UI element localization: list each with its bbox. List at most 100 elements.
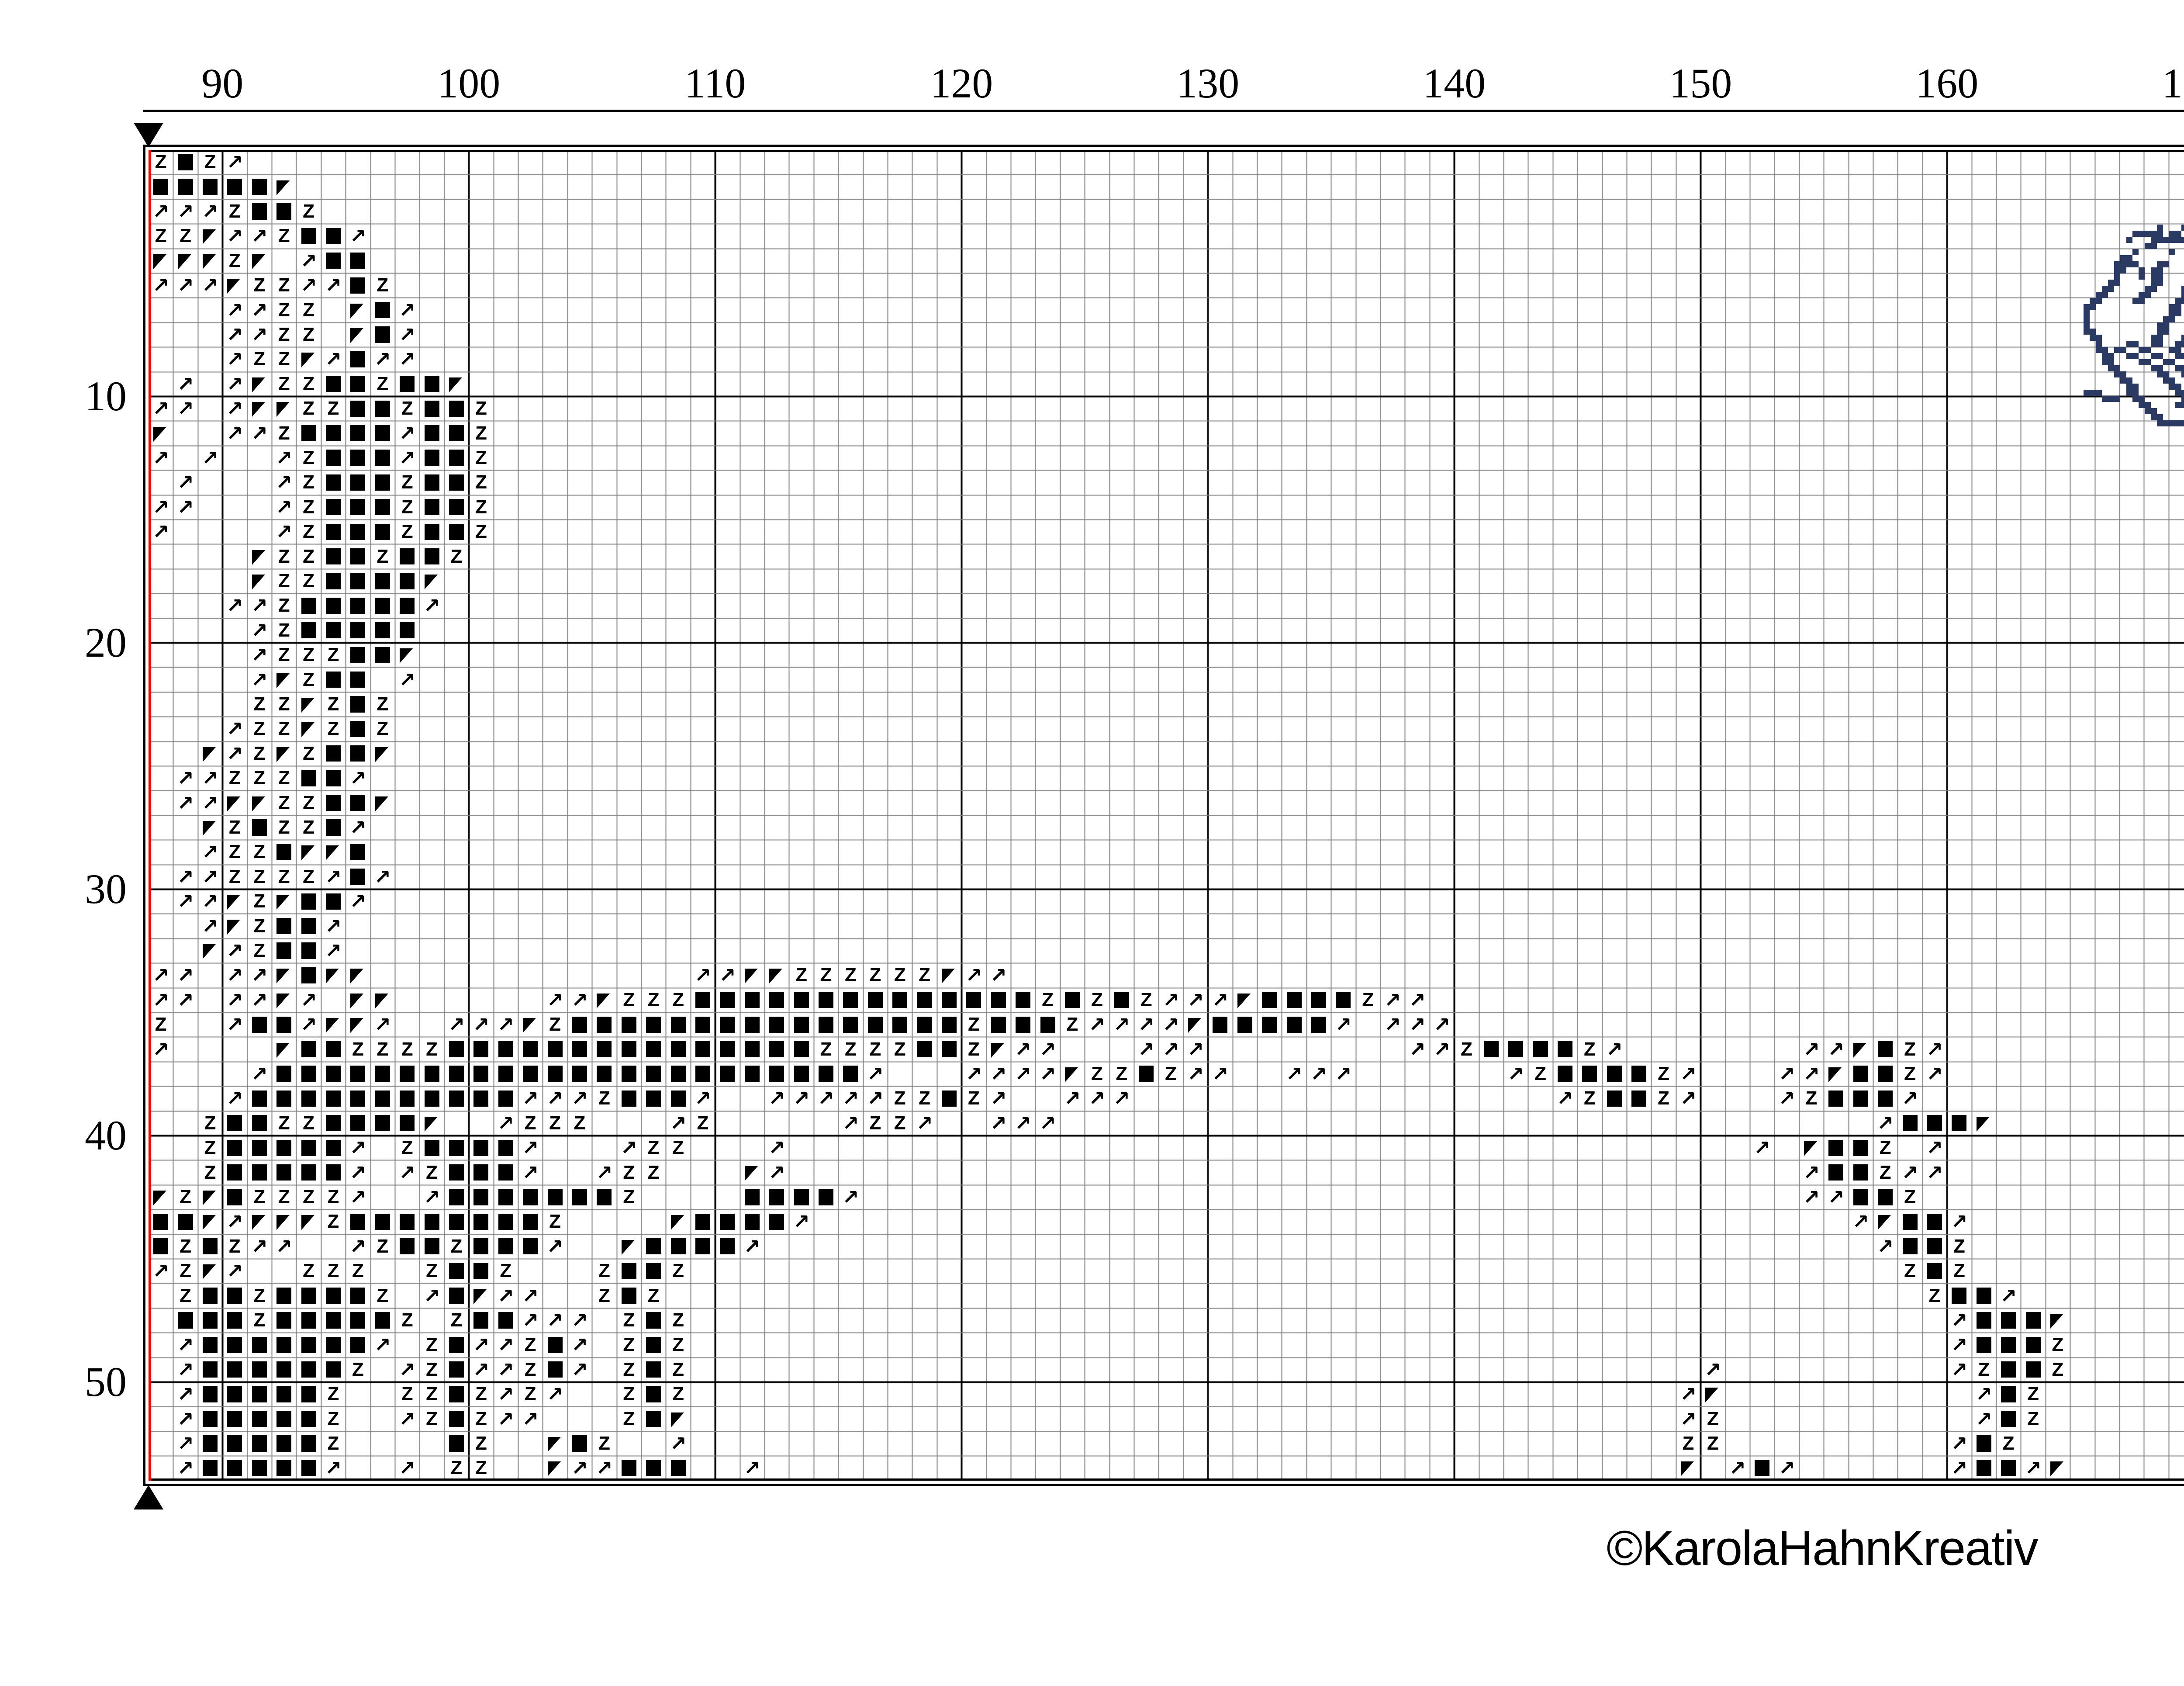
stitch-symbol-arrow: ↗: [152, 1037, 169, 1061]
stitch-symbol-z: Z: [278, 570, 290, 592]
stitch-symbol-arrow: ↗: [670, 1431, 687, 1455]
stitch-symbol-arrow: ↗: [201, 273, 219, 298]
stitch-symbol-z: Z: [475, 447, 487, 468]
stitch-symbol-z: Z: [549, 1014, 561, 1035]
stitch-symbol-arrow: ↗: [1162, 1013, 1179, 1037]
stitch-symbol-square: [321, 249, 346, 273]
stitch-symbol-square: [1602, 1062, 1627, 1086]
stitch-symbol-triangle: [592, 988, 616, 1012]
stitch-symbol-triangle: [370, 988, 395, 1012]
stitch-symbol-arrow: ↗: [177, 791, 194, 815]
stitch-symbol-square: [296, 224, 321, 248]
stitch-symbol-square: [1627, 1086, 1651, 1111]
stitch-symbol-arrow: ↗: [177, 988, 194, 1012]
stitch-symbol-square: [247, 199, 272, 224]
stitch-symbol-arrow: ↗: [743, 1234, 761, 1258]
stitch-symbol-triangle: [198, 1185, 222, 1209]
stitch-symbol-arrow: ↗: [201, 914, 219, 938]
stitch-symbol-square: [296, 1333, 321, 1357]
stitch-grid[interactable]: Z Z ↗ ↗ ↗ ↗ Z Z Z Z ↗ ↗ Z ↗ Z ↗ ↗ ↗ ↗ Z Z ↗ ↗ Z ↗ ↗ Z Z ↗ ↗ ↗ Z Z ↗ ↗ Z Z ↗ ↗ ↗…: [149, 150, 2184, 1481]
stitch-symbol-square: [198, 174, 222, 199]
stitch-symbol-z: Z: [475, 422, 487, 444]
stitch-symbol-square: [346, 372, 370, 396]
stitch-symbol-square: [1849, 1086, 1873, 1111]
stitch-symbol-arrow: ↗: [522, 1308, 539, 1332]
stitch-symbol-arrow: ↗: [251, 594, 268, 618]
stitch-symbol-arrow: ↗: [201, 890, 219, 914]
stitch-symbol-square: [296, 938, 321, 963]
stitch-symbol-square: [1972, 1456, 1996, 1480]
stitch-symbol-arrow: ↗: [398, 1357, 416, 1381]
stitch-symbol-z: Z: [253, 693, 266, 715]
stitch-symbol-square: [222, 1283, 247, 1308]
stitch-symbol-square: [346, 1209, 370, 1234]
stitch-symbol-square: [1897, 1209, 1922, 1234]
stitch-symbol-square: [321, 569, 346, 593]
stitch-symbol-square: [272, 840, 296, 864]
column-label-100: 100: [437, 60, 501, 107]
stitch-symbol-arrow: ↗: [275, 495, 293, 519]
stitch-symbol-square: [419, 1209, 444, 1234]
stitch-symbol-arrow: ↗: [325, 865, 342, 889]
stitch-symbol-arrow: ↗: [398, 298, 416, 322]
stitch-symbol-square: [617, 1037, 641, 1061]
stitch-symbol-z: Z: [327, 693, 339, 715]
stitch-symbol-square: [272, 1431, 296, 1456]
stitch-symbol-triangle: [543, 1431, 567, 1456]
stitch-symbol-square: [346, 446, 370, 470]
stitch-symbol-arrow: ↗: [497, 1111, 515, 1135]
stitch-symbol-arrow: ↗: [1433, 1037, 1451, 1061]
stitch-symbol-square: [370, 396, 395, 421]
stitch-symbol-square: [444, 470, 469, 495]
stitch-symbol-square: [494, 1086, 518, 1111]
stitch-symbol-arrow: ↗: [1828, 1037, 1845, 1061]
stitch-symbol-square: [370, 495, 395, 519]
stitch-symbol-z: Z: [180, 1235, 192, 1257]
stitch-symbol-square: [346, 840, 370, 864]
stitch-symbol-z: Z: [672, 1383, 684, 1405]
stitch-symbol-z: Z: [253, 1309, 266, 1331]
stitch-symbol-z: Z: [598, 1284, 610, 1306]
stitch-symbol-square: [715, 1209, 740, 1234]
stitch-symbol-z: Z: [894, 1112, 906, 1134]
stitch-symbol-arrow: ↗: [497, 1357, 515, 1381]
stitch-symbol-square: [321, 421, 346, 445]
stitch-symbol-z: Z: [623, 1161, 635, 1183]
stitch-symbol-arrow: ↗: [1507, 1062, 1524, 1086]
stitch-symbol-arrow: ↗: [398, 347, 416, 371]
stitch-symbol-z: Z: [155, 1014, 167, 1035]
stitch-symbol-arrow: ↗: [226, 150, 243, 174]
stitch-symbol-arrow: ↗: [571, 1357, 588, 1381]
stitch-symbol-square: [888, 1012, 912, 1037]
stitch-symbol-z: Z: [155, 151, 167, 173]
stitch-symbol-arrow: ↗: [152, 988, 169, 1012]
stitch-symbol-z: Z: [352, 1038, 364, 1060]
stitch-symbol-z: Z: [327, 1260, 339, 1282]
stitch-symbol-square: [346, 273, 370, 298]
stitch-symbol-square: [222, 1456, 247, 1480]
stitch-symbol-z: Z: [475, 496, 487, 518]
stitch-symbol-square: [296, 1283, 321, 1308]
stitch-symbol-square: [986, 1012, 1011, 1037]
stitch-symbol-square: [296, 889, 321, 914]
stitch-symbol-triangle: [1972, 1111, 1996, 1136]
stitch-symbol-z: Z: [377, 545, 389, 567]
stitch-symbol-square: [346, 865, 370, 889]
stitch-symbol-square: [764, 1185, 789, 1209]
stitch-symbol-z: Z: [894, 1038, 906, 1060]
stitch-symbol-square: [1849, 1160, 1873, 1184]
stitch-symbol-z: Z: [327, 1186, 339, 1208]
stitch-symbol-square: [222, 1406, 247, 1431]
stitch-symbol-square: [444, 1382, 469, 1406]
stitch-symbol-triangle: [272, 988, 296, 1012]
stitch-symbol-square: [296, 1308, 321, 1333]
stitch-symbol-triangle: [518, 1012, 543, 1037]
stitch-symbol-z: Z: [228, 816, 241, 838]
stitch-symbol-z: Z: [327, 1432, 339, 1454]
stitch-symbol-z: Z: [1460, 1038, 1472, 1060]
stitch-symbol-triangle: [296, 717, 321, 741]
stitch-symbol-z: Z: [450, 1309, 463, 1331]
stitch-symbol-square: [740, 988, 764, 1012]
stitch-symbol-square: [321, 446, 346, 470]
stitch-symbol-square: [567, 1012, 592, 1037]
